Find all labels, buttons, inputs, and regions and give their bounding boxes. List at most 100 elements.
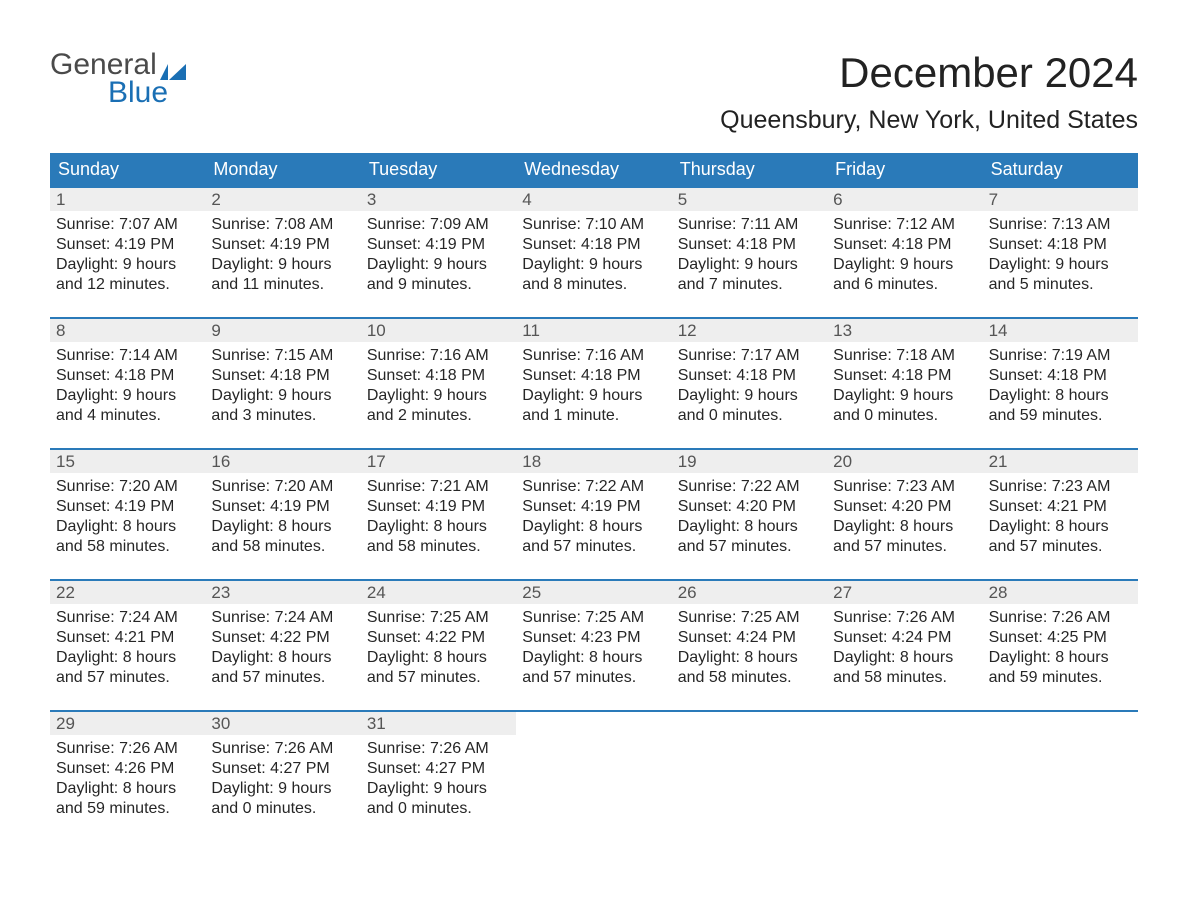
daylight-text-1: Daylight: 8 hours — [522, 648, 665, 668]
daylight-text-2: and 57 minutes. — [56, 668, 199, 688]
sunrise-text: Sunrise: 7:09 AM — [367, 215, 510, 235]
daylight-text-1: Daylight: 9 hours — [522, 255, 665, 275]
day-cell: 8Sunrise: 7:14 AMSunset: 4:18 PMDaylight… — [50, 319, 205, 444]
daylight-text-2: and 0 minutes. — [367, 799, 510, 819]
day-number: 30 — [205, 712, 360, 735]
brand-line2: Blue — [108, 78, 186, 108]
day-number: 1 — [50, 188, 205, 211]
flag-icon — [160, 56, 186, 74]
weekday-header-row: Sunday Monday Tuesday Wednesday Thursday… — [50, 153, 1138, 186]
day-cell: 5Sunrise: 7:11 AMSunset: 4:18 PMDaylight… — [672, 188, 827, 313]
sunset-text: Sunset: 4:18 PM — [678, 366, 821, 386]
sunrise-text: Sunrise: 7:16 AM — [522, 346, 665, 366]
daylight-text-1: Daylight: 9 hours — [989, 255, 1132, 275]
sunset-text: Sunset: 4:19 PM — [367, 235, 510, 255]
daylight-text-1: Daylight: 8 hours — [833, 648, 976, 668]
day-number: 11 — [516, 319, 671, 342]
day-detail: Sunrise: 7:26 AMSunset: 4:27 PMDaylight:… — [361, 735, 516, 837]
sunset-text: Sunset: 4:19 PM — [367, 497, 510, 517]
sunrise-text: Sunrise: 7:15 AM — [211, 346, 354, 366]
day-detail — [983, 735, 1138, 757]
day-detail: Sunrise: 7:13 AMSunset: 4:18 PMDaylight:… — [983, 211, 1138, 313]
day-number: 25 — [516, 581, 671, 604]
sunrise-text: Sunrise: 7:20 AM — [211, 477, 354, 497]
day-cell: 22Sunrise: 7:24 AMSunset: 4:21 PMDayligh… — [50, 581, 205, 706]
day-number: 7 — [983, 188, 1138, 211]
sunset-text: Sunset: 4:19 PM — [56, 497, 199, 517]
week-row: 29Sunrise: 7:26 AMSunset: 4:26 PMDayligh… — [50, 710, 1138, 837]
weekday-header: Friday — [827, 153, 982, 186]
day-detail: Sunrise: 7:26 AMSunset: 4:26 PMDaylight:… — [50, 735, 205, 837]
sunset-text: Sunset: 4:23 PM — [522, 628, 665, 648]
daylight-text-1: Daylight: 8 hours — [56, 779, 199, 799]
day-detail: Sunrise: 7:09 AMSunset: 4:19 PMDaylight:… — [361, 211, 516, 313]
sunrise-text: Sunrise: 7:24 AM — [56, 608, 199, 628]
sunset-text: Sunset: 4:18 PM — [833, 366, 976, 386]
day-detail: Sunrise: 7:23 AMSunset: 4:20 PMDaylight:… — [827, 473, 982, 575]
daylight-text-2: and 59 minutes. — [989, 668, 1132, 688]
daylight-text-2: and 7 minutes. — [678, 275, 821, 295]
daylight-text-2: and 0 minutes. — [678, 406, 821, 426]
daylight-text-2: and 1 minute. — [522, 406, 665, 426]
week-row: 8Sunrise: 7:14 AMSunset: 4:18 PMDaylight… — [50, 317, 1138, 444]
day-number: 29 — [50, 712, 205, 735]
sunset-text: Sunset: 4:18 PM — [56, 366, 199, 386]
brand-logo: General Blue — [50, 50, 186, 108]
day-cell: 26Sunrise: 7:25 AMSunset: 4:24 PMDayligh… — [672, 581, 827, 706]
daylight-text-2: and 9 minutes. — [367, 275, 510, 295]
day-cell: 11Sunrise: 7:16 AMSunset: 4:18 PMDayligh… — [516, 319, 671, 444]
daylight-text-2: and 57 minutes. — [367, 668, 510, 688]
day-detail — [672, 735, 827, 757]
day-cell: 9Sunrise: 7:15 AMSunset: 4:18 PMDaylight… — [205, 319, 360, 444]
weekday-header: Tuesday — [361, 153, 516, 186]
day-detail: Sunrise: 7:18 AMSunset: 4:18 PMDaylight:… — [827, 342, 982, 444]
day-cell: 29Sunrise: 7:26 AMSunset: 4:26 PMDayligh… — [50, 712, 205, 837]
sunset-text: Sunset: 4:19 PM — [211, 497, 354, 517]
daylight-text-2: and 2 minutes. — [367, 406, 510, 426]
day-number: 8 — [50, 319, 205, 342]
sunset-text: Sunset: 4:18 PM — [989, 235, 1132, 255]
sunset-text: Sunset: 4:19 PM — [211, 235, 354, 255]
day-number: 13 — [827, 319, 982, 342]
sunrise-text: Sunrise: 7:24 AM — [211, 608, 354, 628]
day-detail: Sunrise: 7:17 AMSunset: 4:18 PMDaylight:… — [672, 342, 827, 444]
day-detail: Sunrise: 7:26 AMSunset: 4:24 PMDaylight:… — [827, 604, 982, 706]
day-detail: Sunrise: 7:24 AMSunset: 4:21 PMDaylight:… — [50, 604, 205, 706]
daylight-text-2: and 57 minutes. — [522, 668, 665, 688]
day-number — [672, 712, 827, 735]
day-detail: Sunrise: 7:20 AMSunset: 4:19 PMDaylight:… — [50, 473, 205, 575]
daylight-text-1: Daylight: 9 hours — [56, 255, 199, 275]
daylight-text-2: and 58 minutes. — [211, 537, 354, 557]
sunrise-text: Sunrise: 7:22 AM — [522, 477, 665, 497]
day-number: 22 — [50, 581, 205, 604]
day-detail: Sunrise: 7:25 AMSunset: 4:24 PMDaylight:… — [672, 604, 827, 706]
day-number: 31 — [361, 712, 516, 735]
day-cell: 13Sunrise: 7:18 AMSunset: 4:18 PMDayligh… — [827, 319, 982, 444]
daylight-text-1: Daylight: 8 hours — [678, 517, 821, 537]
daylight-text-1: Daylight: 8 hours — [833, 517, 976, 537]
day-number: 18 — [516, 450, 671, 473]
calendar: Sunday Monday Tuesday Wednesday Thursday… — [50, 153, 1138, 837]
day-cell: 14Sunrise: 7:19 AMSunset: 4:18 PMDayligh… — [983, 319, 1138, 444]
day-cell: 18Sunrise: 7:22 AMSunset: 4:19 PMDayligh… — [516, 450, 671, 575]
sunset-text: Sunset: 4:18 PM — [989, 366, 1132, 386]
day-detail: Sunrise: 7:23 AMSunset: 4:21 PMDaylight:… — [983, 473, 1138, 575]
day-cell: 27Sunrise: 7:26 AMSunset: 4:24 PMDayligh… — [827, 581, 982, 706]
sunset-text: Sunset: 4:24 PM — [833, 628, 976, 648]
sunrise-text: Sunrise: 7:22 AM — [678, 477, 821, 497]
day-cell: 28Sunrise: 7:26 AMSunset: 4:25 PMDayligh… — [983, 581, 1138, 706]
day-cell: 25 Sunrise: 7:25 AMSunset: 4:23 PMDayligh… — [516, 581, 671, 706]
day-detail: Sunrise: 7:08 AMSunset: 4:19 PMDaylight:… — [205, 211, 360, 313]
sunset-text: Sunset: 4:21 PM — [56, 628, 199, 648]
day-cell: 21Sunrise: 7:23 AMSunset: 4:21 PMDayligh… — [983, 450, 1138, 575]
sunrise-text: Sunrise: 7:25 AM — [522, 608, 665, 628]
day-cell — [827, 712, 982, 837]
sunset-text: Sunset: 4:27 PM — [367, 759, 510, 779]
day-cell: 3Sunrise: 7:09 AMSunset: 4:19 PMDaylight… — [361, 188, 516, 313]
day-number: 23 — [205, 581, 360, 604]
day-number: 9 — [205, 319, 360, 342]
daylight-text-2: and 59 minutes. — [56, 799, 199, 819]
daylight-text-2: and 6 minutes. — [833, 275, 976, 295]
day-detail: Sunrise: 7:16 AMSunset: 4:18 PMDaylight:… — [361, 342, 516, 444]
daylight-text-2: and 0 minutes. — [211, 799, 354, 819]
